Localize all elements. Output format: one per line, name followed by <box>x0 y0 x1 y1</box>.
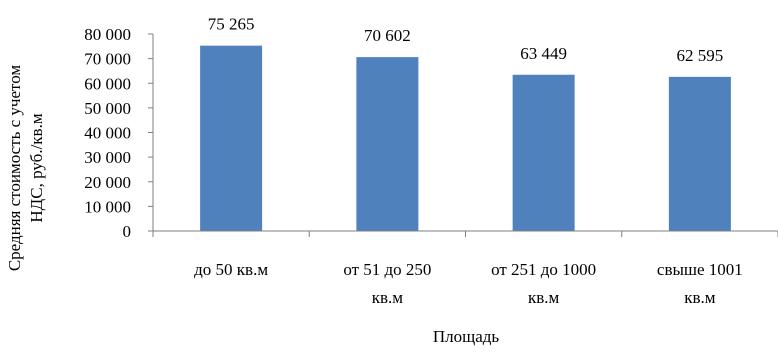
x-tick-label: свыше 1001 <box>657 260 743 279</box>
y-axis-title-line-2: НДС, руб./кв.м <box>27 113 46 222</box>
bar <box>512 74 575 231</box>
y-tick-label: 10 000 <box>84 197 131 216</box>
bar <box>356 57 419 231</box>
bars <box>200 45 731 232</box>
bar <box>200 45 263 231</box>
y-tick-label: 60 000 <box>84 74 131 93</box>
y-tick-label: 20 000 <box>84 173 131 192</box>
y-axis-title-line-1: Средняя стоимость с учетом <box>5 65 24 272</box>
data-label: 62 595 <box>677 46 724 65</box>
y-tick-label: 80 000 <box>84 25 131 44</box>
data-label: 63 449 <box>520 44 567 63</box>
x-tick-label: кв.м <box>528 288 560 307</box>
y-axis-ticks: 0 10 000 20 000 30 000 40 000 50 000 60 000 70 … <box>84 25 778 241</box>
x-tick-label: кв.м <box>372 288 404 307</box>
y-axis-title: Средняя стоимость с учетом НДС, руб./кв.… <box>5 65 46 272</box>
bar <box>668 76 731 232</box>
y-tick-label: 40 000 <box>84 124 131 143</box>
y-tick-label: 70 000 <box>84 50 131 69</box>
x-axis-title: Площадь <box>433 327 500 346</box>
x-tick-label: до 50 кв.м <box>194 260 268 279</box>
x-tick-label: кв.м <box>684 288 716 307</box>
x-tick-label: от 251 до 1000 <box>491 260 596 279</box>
x-tick-label: от 51 до 250 <box>343 260 431 279</box>
y-tick-label: 50 000 <box>84 99 131 118</box>
data-label: 75 265 <box>208 15 255 34</box>
y-tick-label: 0 <box>123 222 132 241</box>
data-labels: 75 265 70 602 63 449 62 595 <box>208 15 724 65</box>
x-axis-tick-labels: до 50 кв.м от 51 до 250 кв.м от 251 до 1000… <box>194 260 743 307</box>
y-tick-label: 30 000 <box>84 148 131 167</box>
data-label: 70 602 <box>364 26 411 45</box>
